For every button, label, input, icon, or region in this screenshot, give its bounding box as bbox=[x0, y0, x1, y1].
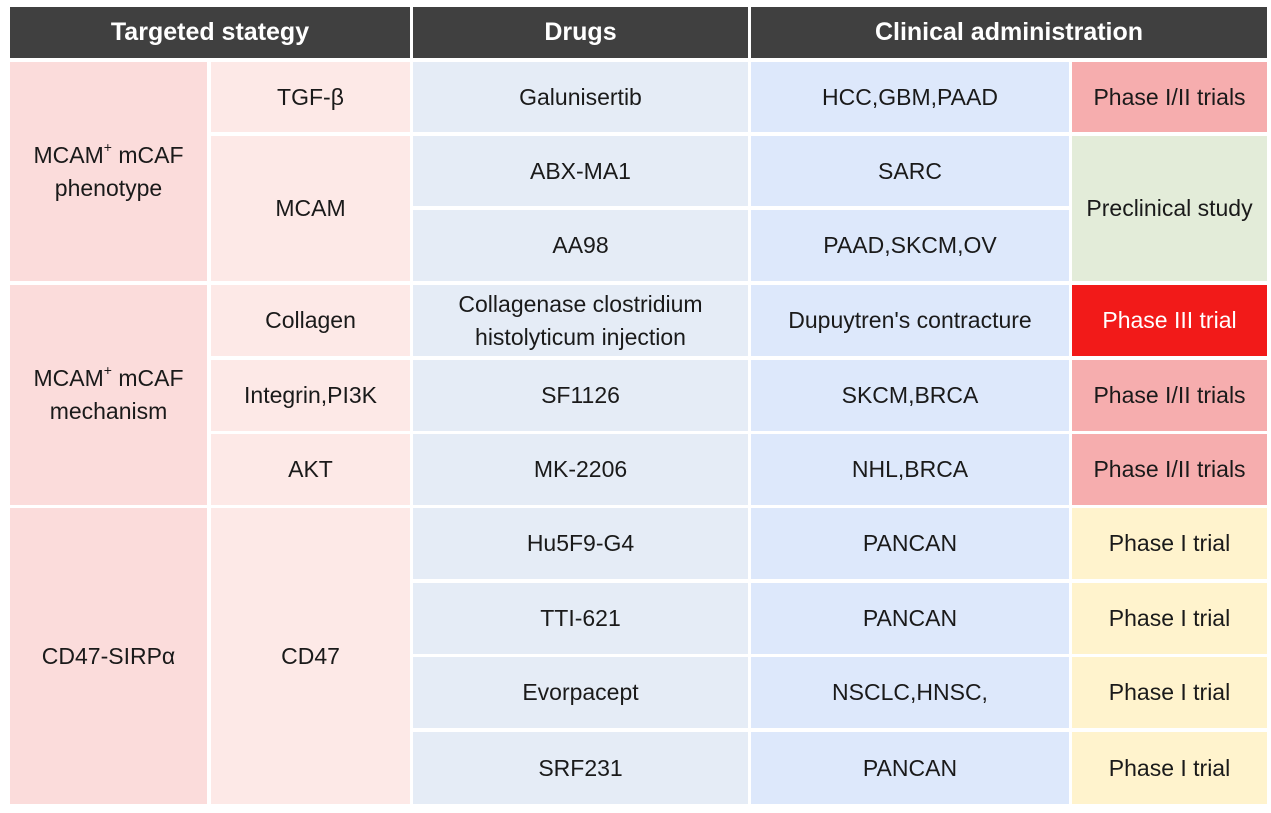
phase-badge: Phase I trial bbox=[1072, 657, 1267, 728]
indication-cell: NSCLC,HNSC, bbox=[751, 657, 1069, 728]
phase-badge: Preclinical study bbox=[1072, 136, 1267, 281]
phase-badge: Phase I/II trials bbox=[1072, 62, 1267, 132]
drug-line-1: Collagenase clostridium bbox=[458, 290, 703, 317]
drug-cell: ABX-MA1 bbox=[413, 136, 748, 206]
header-clinical: Clinical administration bbox=[751, 7, 1267, 58]
strategy-cd47-sirpa: CD47-SIRPα bbox=[10, 508, 207, 804]
phase-badge: Phase I trial bbox=[1072, 508, 1267, 579]
drug-cell: Evorpacept bbox=[413, 657, 748, 728]
indication-cell: HCC,GBM,PAAD bbox=[751, 62, 1069, 132]
indication-cell: PANCAN bbox=[751, 732, 1069, 804]
strategy-mcam-mechanism: MCAM+ mCAF mechanism bbox=[10, 285, 207, 505]
drug-cell: Hu5F9-G4 bbox=[413, 508, 748, 579]
header-strategy: Targeted stategy bbox=[10, 7, 410, 58]
indication-cell: PAAD,SKCM,OV bbox=[751, 210, 1069, 281]
drug-cell: MK-2206 bbox=[413, 434, 748, 505]
indication-cell: PANCAN bbox=[751, 583, 1069, 654]
strategy-mcam-phenotype: MCAM+ mCAF phenotype bbox=[10, 62, 207, 281]
drug-cell: SF1126 bbox=[413, 360, 748, 431]
indication-cell: SKCM,BRCA bbox=[751, 360, 1069, 431]
target-akt: AKT bbox=[211, 434, 410, 505]
phase-badge: Phase I/II trials bbox=[1072, 434, 1267, 505]
drug-cell: SRF231 bbox=[413, 732, 748, 804]
phase-badge: Phase I/II trials bbox=[1072, 360, 1267, 431]
target-integrin-pi3k: Integrin,PI3K bbox=[211, 360, 410, 431]
indication-cell: SARC bbox=[751, 136, 1069, 206]
target-tgf-beta: TGF-β bbox=[211, 62, 410, 132]
drug-cell: AA98 bbox=[413, 210, 748, 281]
drug-cell: Collagenase clostridium histolyticum inj… bbox=[413, 285, 748, 356]
drug-cell: TTI-621 bbox=[413, 583, 748, 654]
phase-badge: Phase I trial bbox=[1072, 732, 1267, 804]
indication-cell: Dupuytren's contracture bbox=[751, 285, 1069, 356]
header-drugs: Drugs bbox=[413, 7, 748, 58]
target-collagen: Collagen bbox=[211, 285, 410, 356]
indication-cell: PANCAN bbox=[751, 508, 1069, 579]
target-cd47: CD47 bbox=[211, 508, 410, 804]
indication-cell: NHL,BRCA bbox=[751, 434, 1069, 505]
drug-line-2: histolyticum injection bbox=[475, 323, 686, 350]
drug-cell: Galunisertib bbox=[413, 62, 748, 132]
target-mcam: MCAM bbox=[211, 136, 410, 281]
phase-badge: Phase III trial bbox=[1072, 285, 1267, 356]
phase-badge: Phase I trial bbox=[1072, 583, 1267, 654]
